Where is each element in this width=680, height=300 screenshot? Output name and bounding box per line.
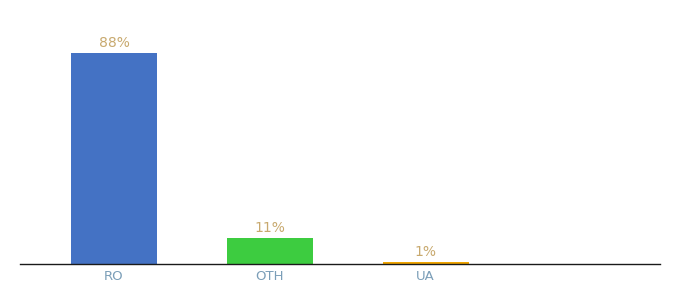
Text: 1%: 1% bbox=[415, 245, 437, 259]
Bar bbox=[71, 53, 157, 264]
Bar bbox=[227, 238, 313, 264]
Text: 11%: 11% bbox=[254, 221, 286, 235]
Bar bbox=[383, 262, 469, 264]
Text: 88%: 88% bbox=[99, 36, 129, 50]
